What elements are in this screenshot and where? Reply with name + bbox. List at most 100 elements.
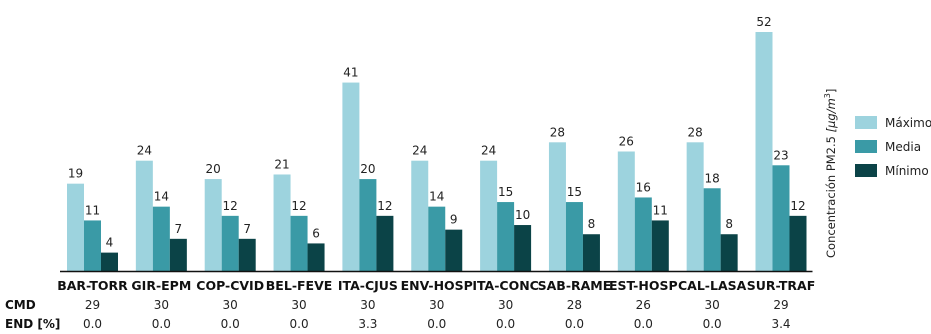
value-label: 15 — [498, 185, 513, 199]
table-cell: 26 — [636, 298, 651, 312]
bar-env-hosp-mean — [428, 206, 446, 271]
bar-sur-traf-max — [755, 32, 773, 271]
value-label: 6 — [312, 226, 320, 240]
y-axis-label-close: ] — [824, 89, 838, 94]
value-label: 9 — [450, 213, 458, 227]
y-axis-label-exponent: 3 — [823, 93, 832, 98]
table-cell: 0.0 — [427, 317, 446, 331]
category-label: BEL-FEVE — [266, 278, 333, 293]
value-labels-layer: 1911424147201272112641201224149241510281… — [68, 15, 806, 250]
value-label: 28 — [688, 125, 703, 139]
bar-est-hosp-mean — [634, 197, 652, 271]
table-cell: 29 — [773, 298, 788, 312]
bar-sur-traf-mean — [772, 165, 790, 271]
value-label: 4 — [106, 236, 114, 250]
bar-gir-epm-max — [135, 160, 153, 271]
y-axis-label: Concentración PM2.5 [μg/m3] — [823, 89, 838, 258]
table-cell: 3.4 — [771, 317, 790, 331]
bar-gir-epm-mean — [152, 206, 170, 271]
bar-sab-rame-max — [548, 142, 566, 271]
table-cell: 0.0 — [703, 317, 722, 331]
y-axis-label-unit: [μg/m — [824, 98, 838, 132]
table-cell: 0.0 — [83, 317, 102, 331]
category-label: COP-CVID — [196, 278, 264, 293]
bar-ita-cjus-mean — [359, 179, 377, 271]
value-label: 12 — [291, 199, 306, 213]
bar-est-hosp-max — [617, 151, 635, 271]
bar-bel-feve-min — [307, 243, 325, 271]
value-label: 28 — [550, 125, 565, 139]
bar-ita-conc-mean — [497, 202, 515, 271]
value-label: 20 — [360, 162, 375, 176]
value-label: 24 — [137, 144, 152, 158]
category-label: BAR-TORR — [57, 278, 128, 293]
value-label: 20 — [206, 162, 221, 176]
legend-label: Mínimo — [885, 164, 929, 178]
legend-label: Media — [885, 140, 921, 154]
value-label: 12 — [223, 199, 238, 213]
legend: Máximo Media Mínimo — [855, 116, 931, 178]
bar-cop-cvid-max — [204, 179, 222, 271]
table-cell: 30 — [429, 298, 444, 312]
bar-sur-traf-min — [789, 215, 807, 271]
table-cell: 28 — [567, 298, 582, 312]
table-cell: 0.0 — [221, 317, 240, 331]
bar-sab-rame-mean — [565, 202, 583, 271]
bar-ita-conc-max — [480, 160, 498, 271]
bar-bar-torr-min — [101, 252, 118, 271]
value-label: 12 — [377, 199, 392, 213]
category-label: SUR-TRAF — [747, 278, 816, 293]
value-label: 26 — [619, 135, 634, 149]
table-cell: 30 — [291, 298, 306, 312]
bar-bar-torr-max — [67, 183, 84, 271]
value-label: 7 — [243, 222, 251, 236]
bar-bel-feve-mean — [290, 215, 308, 271]
bar-cal-lasa-mean — [703, 188, 721, 271]
bar-est-hosp-min — [651, 220, 669, 271]
category-label: ITA-CJUS — [338, 278, 398, 293]
value-label: 15 — [567, 185, 582, 199]
table-cell: 0.0 — [565, 317, 584, 331]
table-cell: 29 — [85, 298, 100, 312]
legend-label: Máximo — [885, 116, 931, 130]
table-cell: 30 — [154, 298, 169, 312]
value-label: 21 — [274, 157, 289, 171]
category-labels-layer: BAR-TORR GIR-EPM COP-CVID BEL-FEVE ITA-CJUS E… — [57, 278, 815, 293]
legend-swatch — [855, 164, 877, 177]
bar-cop-cvid-min — [238, 238, 256, 271]
value-label: 24 — [412, 144, 427, 158]
value-label: 14 — [154, 190, 169, 204]
value-label: 16 — [636, 180, 651, 194]
value-label: 18 — [705, 171, 720, 185]
bars-layer — [67, 32, 807, 271]
table-cell: 0.0 — [634, 317, 653, 331]
legend-swatch — [855, 140, 877, 153]
bar-ita-cjus-min — [376, 215, 394, 271]
category-label: ITA-CONC — [472, 278, 539, 293]
bar-cop-cvid-mean — [221, 215, 239, 271]
value-label: 11 — [653, 203, 668, 217]
table-row-label: END [%] — [5, 317, 60, 331]
bar-cal-lasa-max — [686, 142, 704, 271]
legend-swatch — [855, 116, 877, 129]
table-cell: 0.0 — [290, 317, 309, 331]
bar-env-hosp-max — [411, 160, 429, 271]
value-label: 52 — [756, 15, 771, 29]
table-cell: 0.0 — [496, 317, 515, 331]
category-label: EST-HOSP — [609, 278, 678, 293]
y-axis-label-text: Concentración PM2.5 — [824, 132, 838, 258]
table-cell: 30 — [223, 298, 238, 312]
bar-sab-rame-min — [582, 234, 600, 271]
value-label: 12 — [790, 199, 805, 213]
category-label: ENV-HOSP — [401, 278, 473, 293]
table-cell: 30 — [360, 298, 375, 312]
table-cell: 30 — [705, 298, 720, 312]
category-label: GIR-EPM — [131, 278, 191, 293]
table-cell: 30 — [498, 298, 513, 312]
value-label: 19 — [68, 167, 83, 181]
value-label: 24 — [481, 144, 496, 158]
table-cell: 3.3 — [358, 317, 377, 331]
value-label: 10 — [515, 208, 530, 222]
bar-cal-lasa-min — [720, 234, 738, 271]
